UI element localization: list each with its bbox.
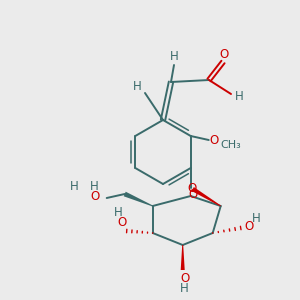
- Polygon shape: [191, 187, 221, 206]
- Text: H: H: [235, 89, 243, 103]
- Polygon shape: [124, 192, 153, 206]
- Text: O: O: [180, 272, 189, 284]
- Text: H: H: [180, 281, 189, 295]
- Text: H: H: [169, 50, 178, 62]
- Text: H: H: [70, 181, 79, 194]
- Text: O: O: [187, 182, 196, 196]
- Text: O: O: [117, 217, 126, 230]
- Text: H: H: [133, 80, 141, 92]
- Text: H: H: [90, 181, 99, 194]
- Polygon shape: [181, 245, 185, 270]
- Text: H: H: [114, 206, 123, 220]
- Text: CH₃: CH₃: [220, 140, 241, 150]
- Text: O: O: [209, 134, 218, 148]
- Text: O: O: [188, 188, 197, 202]
- Text: H: H: [252, 212, 261, 224]
- Text: O: O: [219, 47, 229, 61]
- Text: O: O: [90, 190, 99, 203]
- Text: O: O: [244, 220, 253, 232]
